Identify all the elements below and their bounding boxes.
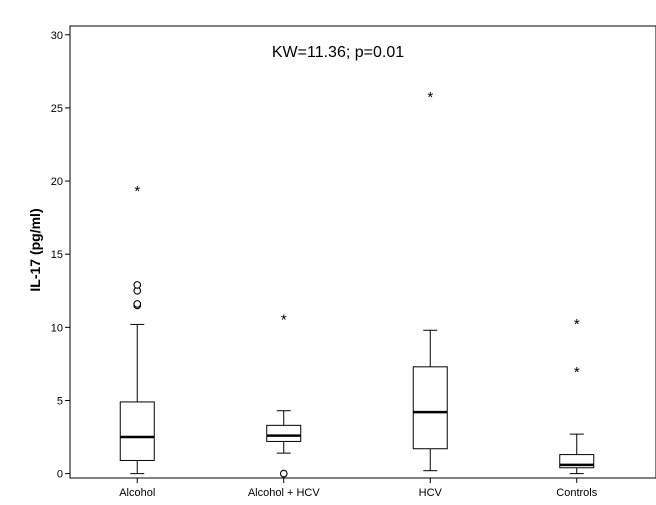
iqr-box [119, 401, 155, 461]
kw-annotation: KW=11.36; p=0.01 [272, 44, 404, 61]
outlier-circle [279, 469, 288, 478]
y-axis-label: IL-17 (pg/ml) [27, 208, 43, 291]
box-group: ** [559, 316, 595, 475]
y-tick-label: 30 [51, 30, 63, 42]
outlier-circle [133, 281, 142, 289]
y-tick-label: 25 [51, 103, 63, 115]
outlier-star: * [281, 312, 287, 329]
iqr-box [412, 366, 448, 450]
y-tick-label: 0 [57, 469, 63, 481]
outlier-star: * [574, 316, 580, 333]
x-tick-label: Alcohol + HCV [248, 487, 321, 499]
box-group: * [412, 89, 448, 472]
plot-frame [69, 25, 656, 479]
y-tick-label: 10 [51, 322, 63, 334]
outlier-circle [133, 300, 142, 308]
outlier-star: * [427, 89, 433, 106]
y-tick-label: 15 [51, 249, 63, 261]
box-group: * [266, 312, 302, 478]
x-tick-label: Alcohol [119, 487, 155, 499]
box-group: * [119, 183, 155, 475]
boxes-layer: ***** [119, 89, 595, 478]
outlier-star: * [574, 364, 580, 381]
outlier-star: * [134, 183, 140, 200]
x-tick-label: Controls [556, 487, 597, 499]
iqr-box [266, 424, 302, 442]
x-tick-label: HCV [419, 487, 443, 499]
y-tick-label: 20 [51, 176, 63, 188]
axes-layer: 0 5 10 15 20 25 30 Alcohol Alcohol + HCV HCV Contr… [51, 25, 656, 499]
y-tick-label: 5 [57, 395, 63, 407]
